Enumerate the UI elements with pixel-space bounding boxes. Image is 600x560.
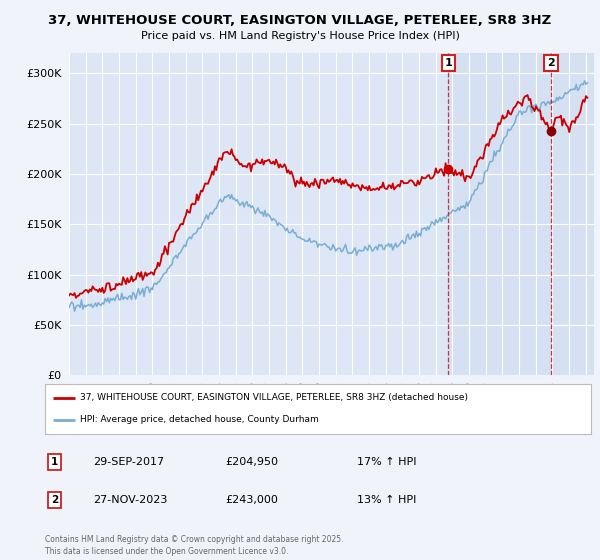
Text: 37, WHITEHOUSE COURT, EASINGTON VILLAGE, PETERLEE, SR8 3HZ: 37, WHITEHOUSE COURT, EASINGTON VILLAGE,… — [49, 14, 551, 27]
Text: 2: 2 — [51, 495, 58, 505]
Text: Contains HM Land Registry data © Crown copyright and database right 2025.
This d: Contains HM Land Registry data © Crown c… — [45, 535, 343, 556]
Bar — [448, 53, 594, 375]
Text: 17% ↑ HPI: 17% ↑ HPI — [357, 457, 416, 467]
Text: Price paid vs. HM Land Registry's House Price Index (HPI): Price paid vs. HM Land Registry's House … — [140, 31, 460, 41]
Text: 37, WHITEHOUSE COURT, EASINGTON VILLAGE, PETERLEE, SR8 3HZ (detached house): 37, WHITEHOUSE COURT, EASINGTON VILLAGE,… — [80, 393, 469, 402]
Text: £243,000: £243,000 — [225, 495, 278, 505]
Text: 13% ↑ HPI: 13% ↑ HPI — [357, 495, 416, 505]
Text: 27-NOV-2023: 27-NOV-2023 — [93, 495, 167, 505]
Text: HPI: Average price, detached house, County Durham: HPI: Average price, detached house, Coun… — [80, 416, 319, 424]
Text: £204,950: £204,950 — [225, 457, 278, 467]
Text: 2: 2 — [547, 58, 555, 68]
Text: 1: 1 — [51, 457, 58, 467]
Text: 29-SEP-2017: 29-SEP-2017 — [93, 457, 164, 467]
Text: 1: 1 — [444, 58, 452, 68]
